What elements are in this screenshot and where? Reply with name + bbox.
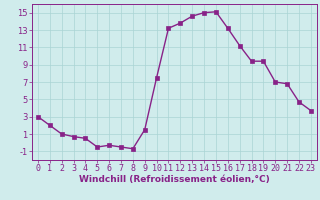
X-axis label: Windchill (Refroidissement éolien,°C): Windchill (Refroidissement éolien,°C) <box>79 175 270 184</box>
